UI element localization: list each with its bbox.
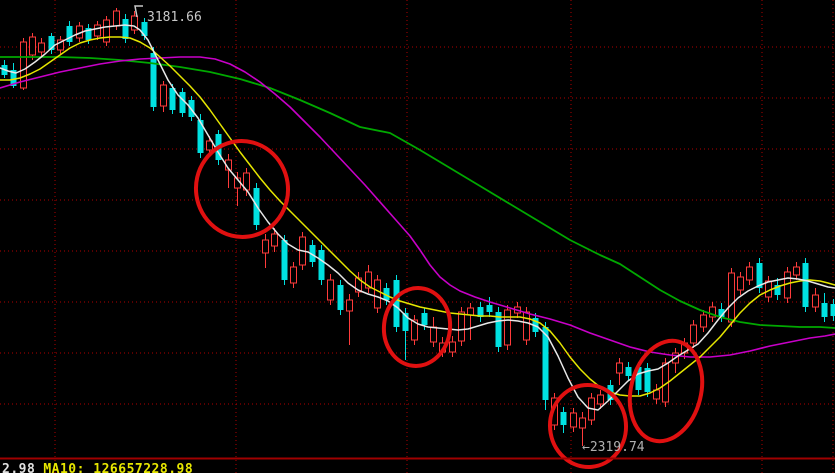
candle-down: [122, 19, 129, 39]
candle-down: [477, 307, 484, 317]
candle-up: [206, 140, 213, 151]
candle-up: [327, 279, 334, 301]
candle-up: [94, 24, 101, 37]
candle-down: [532, 318, 539, 332]
candle-down: [718, 309, 725, 317]
candle-up: [523, 311, 530, 341]
candle-down: [625, 367, 632, 376]
candle-down: [10, 70, 17, 86]
candle-up: [20, 41, 27, 89]
candle-down: [542, 327, 549, 400]
candle-up: [57, 39, 64, 51]
candle-up: [346, 299, 353, 312]
candle-up: [365, 271, 372, 289]
annotation-circles-layer: [193, 139, 705, 469]
candle-up: [812, 294, 819, 308]
candle-down: [169, 88, 176, 110]
candle-down: [560, 412, 567, 425]
ma-line-ma-magenta: [0, 56, 835, 358]
candle-up: [103, 19, 110, 43]
candle-up: [113, 10, 120, 27]
candle-up: [700, 314, 707, 328]
moving-average-layer: [0, 24, 835, 411]
candle-down: [337, 285, 344, 310]
candle-up: [570, 412, 577, 428]
candle-up: [746, 266, 753, 281]
candle-down: [197, 120, 204, 153]
low-price-label: ←2319.74: [582, 440, 645, 455]
candle-down: [402, 313, 409, 331]
high-price-label: 3181.66: [147, 10, 202, 25]
candle-down: [309, 245, 316, 262]
candle-up: [430, 326, 437, 343]
candle-up: [262, 239, 269, 254]
candle-up: [728, 272, 735, 323]
candle-down: [821, 303, 828, 317]
candle-up: [579, 417, 586, 429]
candle-up: [737, 276, 744, 291]
candle-down: [830, 304, 835, 316]
candle-up: [597, 394, 604, 405]
candle-up: [290, 266, 297, 284]
candle-down: [635, 367, 642, 390]
volume-pane-status: 2.98 MA10: 126657228.98: [2, 462, 193, 473]
candle-down: [179, 92, 186, 113]
candle-down: [802, 263, 809, 307]
candle-up: [616, 362, 623, 374]
candle-down: [393, 280, 400, 327]
candle-up: [131, 15, 138, 31]
candle-up: [449, 341, 456, 353]
candle-up: [160, 84, 167, 107]
ma-line-ma-white: [0, 24, 835, 411]
candle-up: [690, 324, 697, 344]
candle-up: [38, 42, 45, 53]
candle-down: [486, 305, 493, 312]
candle-up: [458, 311, 465, 342]
candles-layer: [1, 8, 835, 446]
candle-down: [644, 368, 651, 392]
candle-up: [271, 233, 278, 247]
candle-up: [793, 266, 800, 276]
candle-down: [85, 28, 92, 40]
candle-up: [467, 307, 474, 316]
candle-down: [774, 285, 781, 295]
candle-down: [141, 22, 148, 36]
highlight-circle: [547, 383, 629, 469]
highlight-circle: [193, 139, 291, 239]
candle-down: [421, 313, 428, 325]
candle-down: [495, 312, 502, 347]
candle-up: [411, 319, 418, 341]
high-label-hook-icon: [134, 5, 143, 18]
highlight-circle: [627, 338, 705, 444]
candle-up: [374, 279, 381, 309]
candle-down: [281, 240, 288, 280]
ma-line-ma-yellow: [0, 36, 835, 397]
candle-down: [383, 288, 390, 300]
candle-up: [709, 306, 716, 318]
volume-ma10-label: MA10: 126657228.98: [43, 462, 194, 473]
candle-down: [66, 26, 73, 42]
volume-pane-value: 2.98: [2, 462, 36, 473]
candle-down: [318, 250, 325, 280]
annotation-extras-layer: [134, 5, 143, 18]
candle-down: [756, 263, 763, 288]
candle-up: [29, 36, 36, 56]
candle-down: [150, 53, 157, 107]
candle-down: [48, 36, 55, 50]
candle-up: [504, 309, 511, 346]
highlight-circle: [381, 286, 453, 368]
